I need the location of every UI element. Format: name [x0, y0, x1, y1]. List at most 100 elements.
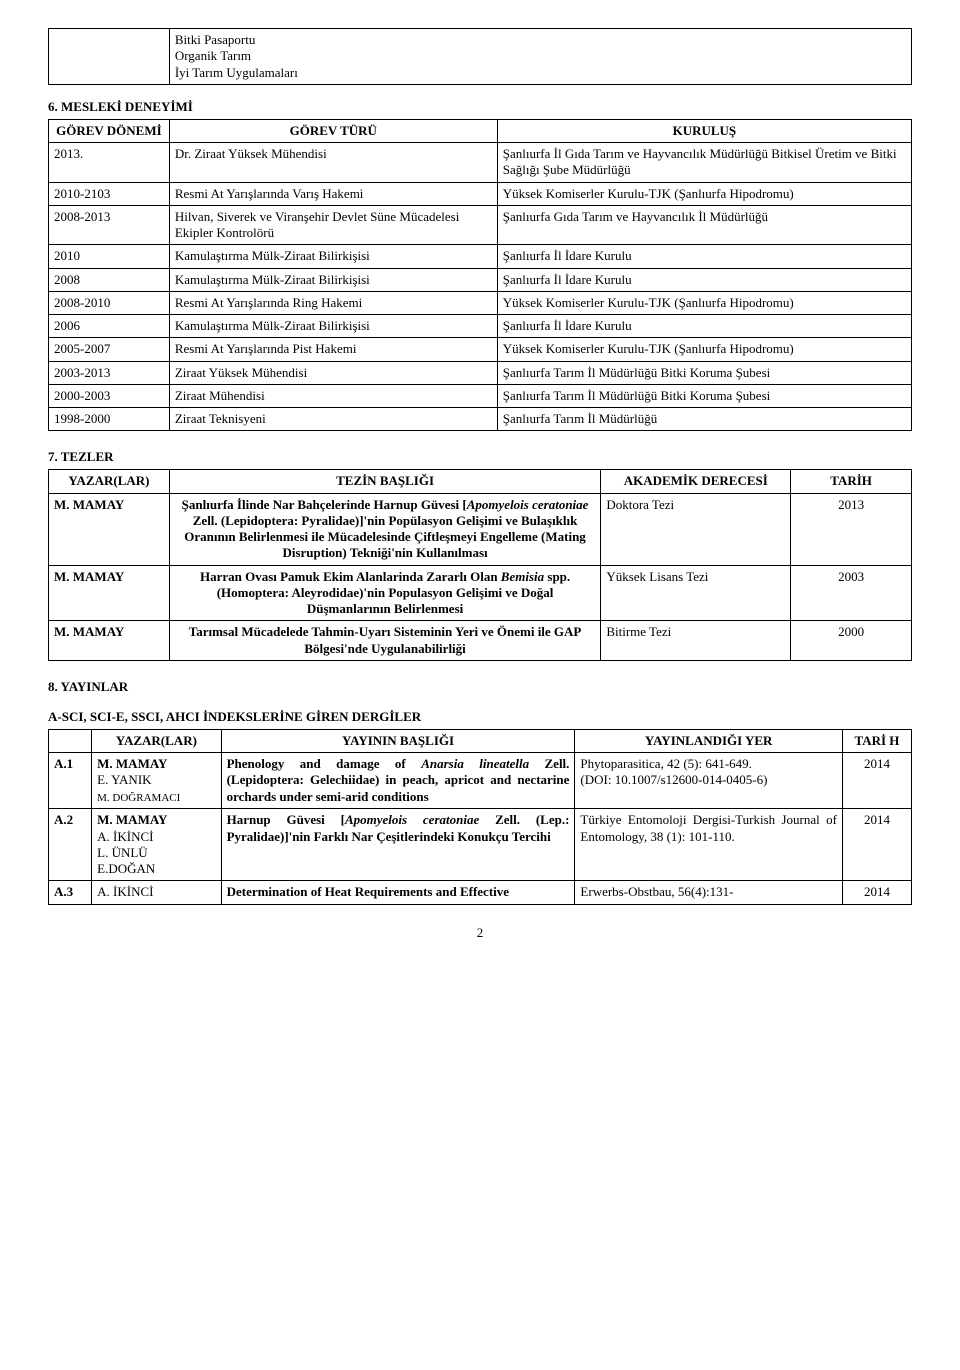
table-row: M. MAMAYHarran Ovası Pamuk Ekim Alanlari… [49, 565, 912, 621]
journal-cell: Türkiye Entomoloji Dergisi-Turkish Journ… [575, 809, 843, 881]
table-header: GÖREV DÖNEMİ [49, 119, 170, 142]
table-row: 2013.Dr. Ziraat Yüksek MühendisiŞanlıurf… [49, 143, 912, 183]
top-box-line: İyi Tarım Uygulamaları [175, 65, 906, 81]
table-row: A.1M. MAMAYE. YANIKM. DOĞRAMACIPhenology… [49, 753, 912, 809]
table-header: TARİ H [842, 729, 911, 752]
table-row: M. MAMAYŞanlıurfa İlinde Nar Bahçelerind… [49, 493, 912, 565]
table-header: YAZAR(LAR) [49, 470, 170, 493]
table-row: A.2M. MAMAYA. İKİNCİL. ÜNLÜE.DOĞANHarnup… [49, 809, 912, 881]
table-header: GÖREV TÜRÜ [169, 119, 497, 142]
degree-cell: Yüksek Lisans Tezi [601, 565, 791, 621]
thesis-title-cell: Tarımsal Mücadelede Tahmin-Uyarı Sistemi… [169, 621, 601, 661]
table-header: KURULUŞ [497, 119, 911, 142]
table-cell: Şanlıurfa Tarım İl Müdürlüğü Bitki Korum… [497, 384, 911, 407]
year-cell: 2000 [791, 621, 912, 661]
index-cell: A.1 [49, 753, 92, 809]
section7-table: YAZAR(LAR)TEZİN BAŞLIĞIAKADEMİK DERECESİ… [48, 469, 912, 661]
table-row: 2006Kamulaştırma Mülk-Ziraat Bilirkişisi… [49, 315, 912, 338]
table-cell: Ziraat Teknisyeni [169, 408, 497, 431]
table-row: 2003-2013Ziraat Yüksek MühendisiŞanlıurf… [49, 361, 912, 384]
table-row: 2008-2013Hilvan, Siverek ve Viranşehir D… [49, 205, 912, 245]
degree-cell: Bitirme Tezi [601, 621, 791, 661]
page-number: 2 [48, 925, 912, 941]
table-cell: Şanlıurfa İl Gıda Tarım ve Hayvancılık M… [497, 143, 911, 183]
table-cell: 2008-2010 [49, 291, 170, 314]
top-box-table: Bitki Pasaportu Organik Tarım İyi Tarım … [48, 28, 912, 85]
table-cell: 2010 [49, 245, 170, 268]
table-cell: Dr. Ziraat Yüksek Mühendisi [169, 143, 497, 183]
table-cell: Şanlıurfa İl İdare Kurulu [497, 245, 911, 268]
section6-table: GÖREV DÖNEMİGÖREV TÜRÜKURULUŞ2013.Dr. Zi… [48, 119, 912, 432]
table-cell: Şanlıurfa Tarım İl Müdürlüğü [497, 408, 911, 431]
table-cell: Kamulaştırma Mülk-Ziraat Bilirkişisi [169, 245, 497, 268]
table-cell: 2008 [49, 268, 170, 291]
section7-title: 7. TEZLER [48, 449, 912, 465]
table-cell: Yüksek Komiserler Kurulu-TJK (Şanlıurfa … [497, 338, 911, 361]
table-cell: Yüksek Komiserler Kurulu-TJK (Şanlıurfa … [497, 182, 911, 205]
authors-cell: M. MAMAYE. YANIKM. DOĞRAMACI [92, 753, 221, 809]
table-header [49, 729, 92, 752]
pub-title-cell: Determination of Heat Requirements and E… [221, 881, 575, 904]
table-cell: Şanlıurfa İl İdare Kurulu [497, 268, 911, 291]
table-header: YAZAR(LAR) [92, 729, 221, 752]
table-row: 2008Kamulaştırma Mülk-Ziraat Bilirkişisi… [49, 268, 912, 291]
author-cell: M. MAMAY [49, 621, 170, 661]
table-cell: Yüksek Komiserler Kurulu-TJK (Şanlıurfa … [497, 291, 911, 314]
table-row: 1998-2000Ziraat TeknisyeniŞanlıurfa Tarı… [49, 408, 912, 431]
table-row: 2010Kamulaştırma Mülk-Ziraat Bilirkişisi… [49, 245, 912, 268]
top-box-cell: Bitki Pasaportu Organik Tarım İyi Tarım … [169, 29, 911, 85]
table-header: AKADEMİK DERECESİ [601, 470, 791, 493]
year-cell: 2014 [842, 881, 911, 904]
section8-subtitle: A-SCI, SCI-E, SSCI, AHCI İNDEKSLERİNE Gİ… [48, 709, 912, 725]
table-row: 2010-2103Resmi At Yarışlarında Varış Hak… [49, 182, 912, 205]
table-header: YAYININ BAŞLIĞI [221, 729, 575, 752]
authors-cell: A. İKİNCİ [92, 881, 221, 904]
section8-title: 8. YAYINLAR [48, 679, 912, 695]
table-cell: Resmi At Yarışlarında Ring Hakemi [169, 291, 497, 314]
index-cell: A.2 [49, 809, 92, 881]
thesis-title-cell: Harran Ovası Pamuk Ekim Alanlarinda Zara… [169, 565, 601, 621]
section6-title: 6. MESLEKİ DENEYİMİ [48, 99, 912, 115]
table-cell: Resmi At Yarışlarında Pist Hakemi [169, 338, 497, 361]
table-cell: 1998-2000 [49, 408, 170, 431]
year-cell: 2013 [791, 493, 912, 565]
year-cell: 2003 [791, 565, 912, 621]
table-header: YAYINLANDIĞI YER [575, 729, 843, 752]
pub-title-cell: Phenology and damage of Anarsia lineatel… [221, 753, 575, 809]
table-cell: 2013. [49, 143, 170, 183]
table-cell: Hilvan, Siverek ve Viranşehir Devlet Sün… [169, 205, 497, 245]
table-row: 2005-2007Resmi At Yarışlarında Pist Hake… [49, 338, 912, 361]
journal-cell: Phytoparasitica, 42 (5): 641-649.(DOI: 1… [575, 753, 843, 809]
journal-cell: Erwerbs-Obstbau, 56(4):131- [575, 881, 843, 904]
top-box-line: Bitki Pasaportu [175, 32, 906, 48]
table-header: TEZİN BAŞLIĞI [169, 470, 601, 493]
degree-cell: Doktora Tezi [601, 493, 791, 565]
table-cell: 2010-2103 [49, 182, 170, 205]
author-cell: M. MAMAY [49, 493, 170, 565]
table-cell: Ziraat Yüksek Mühendisi [169, 361, 497, 384]
table-row: 2000-2003Ziraat MühendisiŞanlıurfa Tarım… [49, 384, 912, 407]
table-cell: Şanlıurfa Tarım İl Müdürlüğü Bitki Korum… [497, 361, 911, 384]
table-cell: 2008-2013 [49, 205, 170, 245]
table-header: TARİH [791, 470, 912, 493]
table-cell: Kamulaştırma Mülk-Ziraat Bilirkişisi [169, 315, 497, 338]
table-cell: Ziraat Mühendisi [169, 384, 497, 407]
year-cell: 2014 [842, 809, 911, 881]
table-cell: Kamulaştırma Mülk-Ziraat Bilirkişisi [169, 268, 497, 291]
authors-cell: M. MAMAYA. İKİNCİL. ÜNLÜE.DOĞAN [92, 809, 221, 881]
table-row: 2008-2010Resmi At Yarışlarında Ring Hake… [49, 291, 912, 314]
table-row: A.3A. İKİNCİDetermination of Heat Requir… [49, 881, 912, 904]
top-box-line: Organik Tarım [175, 48, 906, 64]
table-cell: 2003-2013 [49, 361, 170, 384]
table-cell: Resmi At Yarışlarında Varış Hakemi [169, 182, 497, 205]
table-cell: 2005-2007 [49, 338, 170, 361]
table-cell: Şanlıurfa Gıda Tarım ve Hayvancılık İl M… [497, 205, 911, 245]
thesis-title-cell: Şanlıurfa İlinde Nar Bahçelerinde Harnup… [169, 493, 601, 565]
table-cell: Şanlıurfa İl İdare Kurulu [497, 315, 911, 338]
table-cell: 2000-2003 [49, 384, 170, 407]
pub-title-cell: Harnup Güvesi [Apomyelois ceratoniae Zel… [221, 809, 575, 881]
year-cell: 2014 [842, 753, 911, 809]
table-row: M. MAMAYTarımsal Mücadelede Tahmin-Uyarı… [49, 621, 912, 661]
author-cell: M. MAMAY [49, 565, 170, 621]
index-cell: A.3 [49, 881, 92, 904]
